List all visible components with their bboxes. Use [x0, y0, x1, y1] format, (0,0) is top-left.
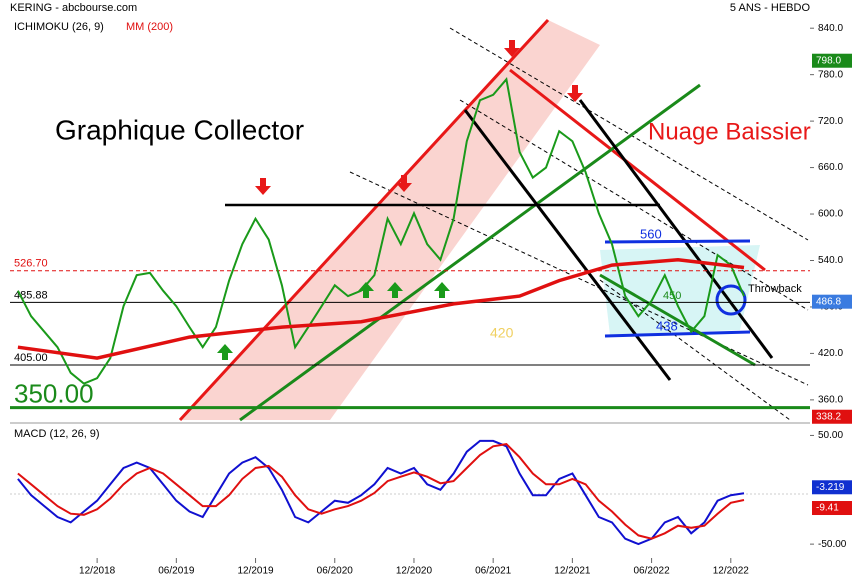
average-label: MM (200) [126, 21, 173, 33]
price-badge-label: 338.2 [816, 411, 841, 422]
x-tick-label: 06/2020 [317, 566, 354, 577]
last-value-label: -9.41 [816, 503, 839, 514]
channel-line [449, 27, 809, 241]
price-badge [812, 294, 852, 309]
price-badge [812, 53, 852, 68]
level-label: 526.70 [14, 258, 48, 270]
x-tick-label: 12/2019 [237, 566, 274, 577]
up-arrow [217, 344, 233, 360]
price-badge [812, 409, 852, 424]
up-arrow [434, 282, 450, 298]
level-label: 405.00 [14, 352, 48, 364]
y-tick-label: 600.0 [818, 209, 843, 220]
x-tick-label: 12/2022 [713, 566, 750, 577]
last-value-box [812, 480, 852, 495]
annotation-mid: 450 [663, 290, 681, 302]
y-tick-label: 780.0 [818, 69, 843, 80]
trend-line [178, 18, 550, 422]
x-tick-label: 12/2020 [396, 566, 433, 577]
last-value-box [812, 501, 852, 516]
x-tick-label: 06/2019 [158, 566, 195, 577]
annotation-top: 560 [640, 226, 662, 241]
subtitle: 5 ANS - HEBDO [730, 2, 811, 14]
title: KERING - abcbourse.com [10, 2, 137, 14]
trend-line [599, 273, 756, 367]
annotation-cloud: Nuage Baissier [648, 118, 811, 145]
y-tick-label: 50.00 [818, 430, 843, 441]
series-line [17, 439, 745, 546]
x-tick-label: 12/2018 [79, 566, 116, 577]
series-line [17, 77, 745, 385]
down-arrow [504, 40, 520, 57]
x-tick-label: 06/2021 [475, 566, 512, 577]
indicator-label: ICHIMOKU (26, 9) [14, 21, 104, 33]
y-tick-label: 420.0 [818, 348, 843, 359]
down-arrow [396, 175, 412, 192]
y-tick-label: 660.0 [818, 162, 843, 173]
annotation-bottom: 438 [656, 318, 678, 333]
channel-line [599, 279, 791, 421]
triangle-bottom [604, 330, 751, 338]
down-arrow [255, 178, 271, 195]
y-tick-label: -50.00 [818, 539, 847, 550]
throwback-circle [715, 284, 747, 316]
trend-line [509, 68, 766, 272]
x-tick-label: 12/2021 [554, 566, 591, 577]
x-tick-label: 06/2022 [634, 566, 671, 577]
level-label: 350.00 [14, 378, 94, 408]
y-tick-label: 540.0 [818, 255, 843, 266]
annotation-main: Graphique Collector [55, 114, 304, 145]
up-arrow [387, 282, 403, 298]
price-badge-label: 486.8 [816, 296, 841, 307]
y-tick-label: 720.0 [818, 116, 843, 127]
channel-line [349, 171, 809, 386]
annotation-throwback: Throwback [748, 283, 802, 295]
price-badge-label: 798.0 [816, 55, 841, 66]
up-arrow [358, 282, 374, 298]
triangle-top [604, 239, 751, 244]
last-value-label: -3.219 [816, 482, 845, 493]
macd-title: MACD (12, 26, 9) [14, 428, 100, 440]
trend-line [578, 99, 774, 359]
arrows [217, 40, 583, 360]
annotation-target: 420 [490, 325, 514, 341]
triangle-zone [600, 245, 760, 335]
pattern-zone [180, 20, 600, 420]
trend-lines [178, 18, 774, 422]
down-arrow [567, 85, 583, 102]
y-tick-label: 360.0 [818, 395, 843, 406]
trend-line [239, 83, 701, 422]
series-line [17, 257, 745, 360]
series-line [17, 443, 745, 540]
y-tick-label: 840.0 [818, 23, 843, 34]
